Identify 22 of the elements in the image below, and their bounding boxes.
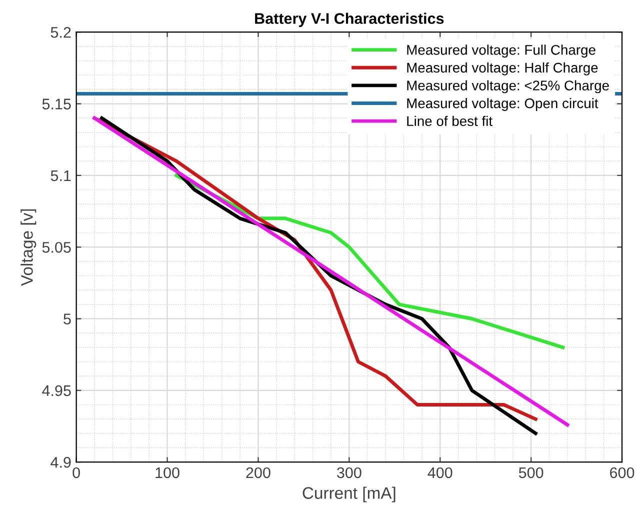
x-tick-label: 600 <box>610 467 634 478</box>
y-tick-label: 5.15 <box>42 98 71 110</box>
legend-label: Measured voltage: <25% Charge <box>407 80 609 94</box>
y-axis-title: Voltage [v] <box>20 209 36 286</box>
y-tick-label: 5 <box>64 314 71 324</box>
x-tick-label: 500 <box>518 467 544 478</box>
x-tick-label: 0 <box>72 467 80 478</box>
x-tick-label: 300 <box>337 467 362 478</box>
legend-label: Measured voltage: Half Charge <box>407 62 598 76</box>
y-tick-label: 4.95 <box>42 385 71 396</box>
y-tick-label: 5.2 <box>50 26 71 38</box>
legend-label: Measured voltage: Open circuit <box>407 98 598 111</box>
x-axis-title: Current [mA] <box>302 486 396 502</box>
y-tick-label: 5.1 <box>50 170 71 182</box>
x-tick-label: 200 <box>246 467 270 478</box>
y-tick-label: 5.05 <box>42 242 71 253</box>
legend-label: Line of best fit <box>407 116 492 126</box>
x-tick-label: 100 <box>156 467 180 478</box>
x-tick-label: 400 <box>428 467 452 478</box>
y-tick-label: 4.9 <box>50 456 71 468</box>
legend-label: Measured voltage: Full Charge <box>407 44 596 58</box>
chart-title: Battery V-I Characteristics <box>255 12 444 27</box>
